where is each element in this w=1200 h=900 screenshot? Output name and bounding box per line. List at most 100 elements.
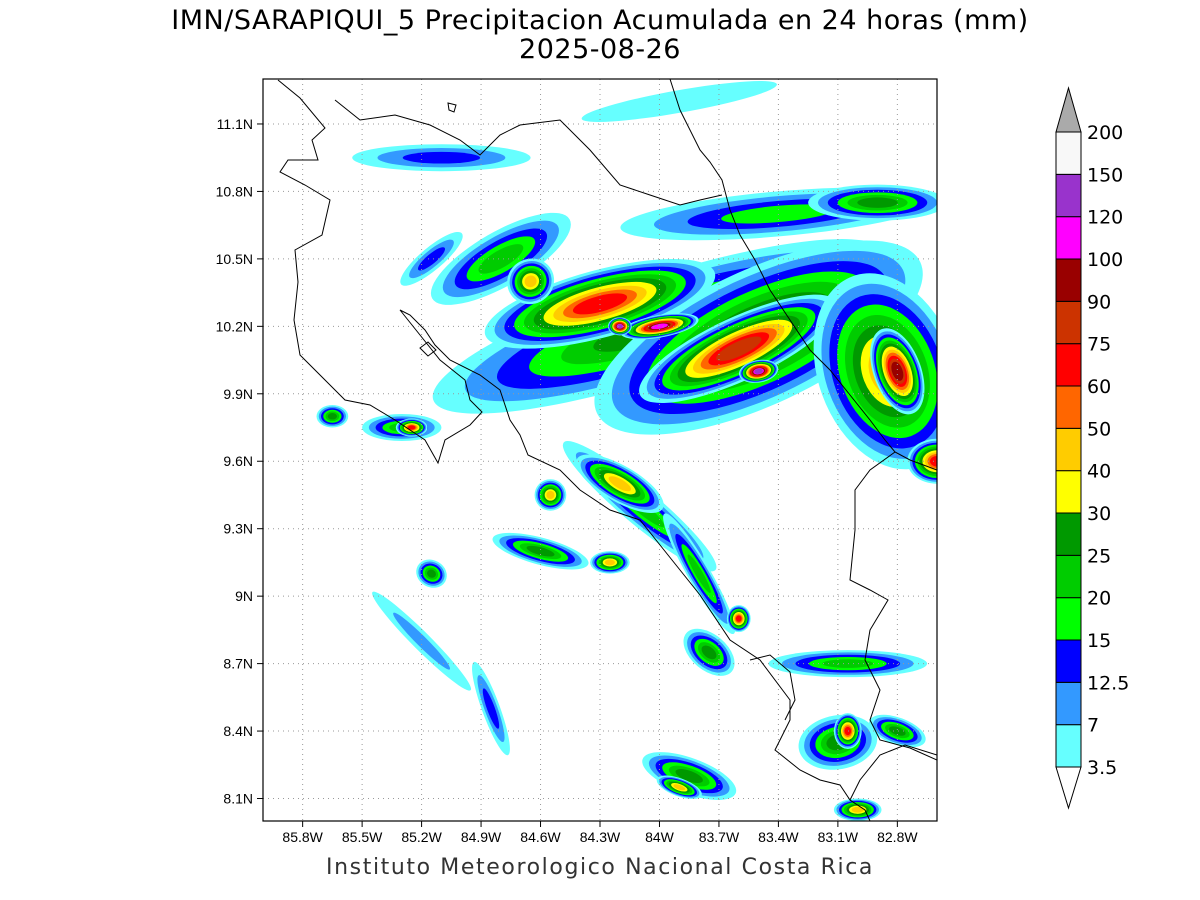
precip-contour (735, 615, 742, 622)
legend-level-label: 100 (1087, 249, 1123, 271)
precip-contour (427, 569, 436, 578)
lon-tick-label: 84W (645, 829, 675, 845)
legend-swatch (1055, 131, 1082, 175)
lat-tick-label: 10.5N (216, 251, 253, 267)
pacific-coastline (277, 79, 871, 821)
precip-cell (575, 454, 664, 513)
precip-cell (484, 259, 716, 349)
nicaragua-border (334, 99, 723, 206)
precip-contour (675, 769, 703, 784)
legend-min-arrow (1055, 766, 1082, 810)
precip-cell (656, 775, 702, 800)
legend-swatch (1055, 216, 1082, 260)
lon-tick-label: 84.6W (520, 829, 561, 845)
precip-contour (417, 247, 446, 271)
precip-contour (617, 324, 623, 329)
precip-cell (581, 81, 777, 122)
precipitation-field (316, 81, 937, 821)
precip-cell (683, 628, 735, 676)
panama-border (849, 451, 937, 761)
precip-contour (673, 784, 686, 791)
precip-cell (492, 532, 589, 570)
footer-credit: Instituto Meteorologico Nacional Costa R… (326, 855, 874, 880)
legend-level-label: 25 (1087, 545, 1111, 567)
precip-contour (604, 559, 615, 566)
lon-tick-label: 84.9W (461, 829, 502, 845)
precip-cell (738, 359, 779, 383)
precip-contour (393, 612, 451, 670)
nicoya-island (419, 341, 437, 357)
precip-contour (482, 688, 500, 729)
osa-peninsula (749, 654, 796, 721)
precip-cell (639, 294, 839, 404)
color-legend: 3.5 7 12.5 15 20 25 30 40 50 60 75 90 100 120 150 200 (1055, 86, 1129, 810)
precip-cell (642, 752, 737, 800)
legend-level-label: 60 (1087, 376, 1111, 398)
precip-cell (372, 591, 472, 691)
legend-level-label: 200 (1087, 122, 1123, 144)
legend-level-label: 40 (1087, 461, 1111, 483)
lat-tick-label: 9N (235, 588, 253, 604)
precip-contour (701, 645, 717, 660)
precip-cell (590, 551, 630, 574)
map-title: IMN/SARAPIQUI_5 Precipitacion Acumulada … (171, 5, 1029, 36)
precip-contour (716, 336, 762, 362)
precip-cell (395, 418, 428, 437)
precip-contour (889, 726, 906, 736)
precip-contour (572, 293, 628, 315)
legend-swatch (1055, 470, 1082, 514)
precip-cell (607, 317, 632, 336)
precip-contour (721, 204, 836, 224)
legend-swatch (1055, 554, 1082, 599)
grid-lines (263, 79, 937, 821)
legend-swatch (1055, 724, 1082, 768)
precip-cell (507, 258, 555, 305)
legend-level-label: 120 (1087, 207, 1123, 229)
lon-tick-label: 83.7W (699, 829, 740, 845)
lake-island (447, 102, 457, 113)
legend-level-label: 7 (1087, 715, 1099, 737)
precip-contour (478, 244, 524, 274)
map-date: 2025-08-26 (519, 34, 681, 65)
legend-level-label: 20 (1087, 588, 1111, 610)
precip-contour (891, 361, 904, 381)
lon-tick-label: 82.8W (877, 829, 918, 845)
lat-tick-label: 10.8N (216, 183, 253, 199)
legend-level-label: 75 (1087, 334, 1111, 356)
precip-cell (430, 212, 571, 305)
precip-cell (808, 184, 937, 221)
precip-contour (844, 726, 852, 736)
legend-level-label: 15 (1087, 630, 1111, 652)
legend-level-label: 12.5 (1087, 672, 1129, 694)
legend-level-label: 30 (1087, 503, 1111, 525)
panama-coast (849, 744, 937, 801)
lat-tick-label: 9.6N (223, 453, 253, 469)
lat-tick-label: 8.1N (223, 791, 253, 807)
precip-contour (546, 490, 555, 500)
precip-cell (352, 144, 531, 172)
precip-contour (526, 545, 555, 557)
precip-contour (851, 806, 864, 813)
precip-cell (833, 798, 882, 821)
legend-swatch (1055, 512, 1082, 556)
lat-tick-label: 8.4N (223, 723, 253, 739)
legend-swatch (1055, 385, 1082, 429)
legend-level-label: 50 (1087, 418, 1111, 440)
precip-cell (768, 650, 928, 678)
legend-swatch (1055, 258, 1082, 302)
lon-tick-label: 83.1W (818, 829, 859, 845)
lon-tick-label: 85.2W (401, 829, 442, 845)
lat-tick-label: 9.9N (223, 386, 253, 402)
precip-contour (687, 554, 711, 593)
legend-swatch (1055, 300, 1082, 345)
legend-swatch (1055, 681, 1082, 726)
lat-tick-label: 8.7N (223, 656, 253, 672)
precip-cell (416, 559, 447, 588)
precip-cell (869, 714, 926, 748)
lon-tick-label: 85.5W (342, 829, 383, 845)
legend-max-arrow (1055, 86, 1082, 133)
precip-contour (327, 412, 338, 420)
legend-swatch (1055, 427, 1082, 472)
precip-contour (651, 323, 668, 330)
